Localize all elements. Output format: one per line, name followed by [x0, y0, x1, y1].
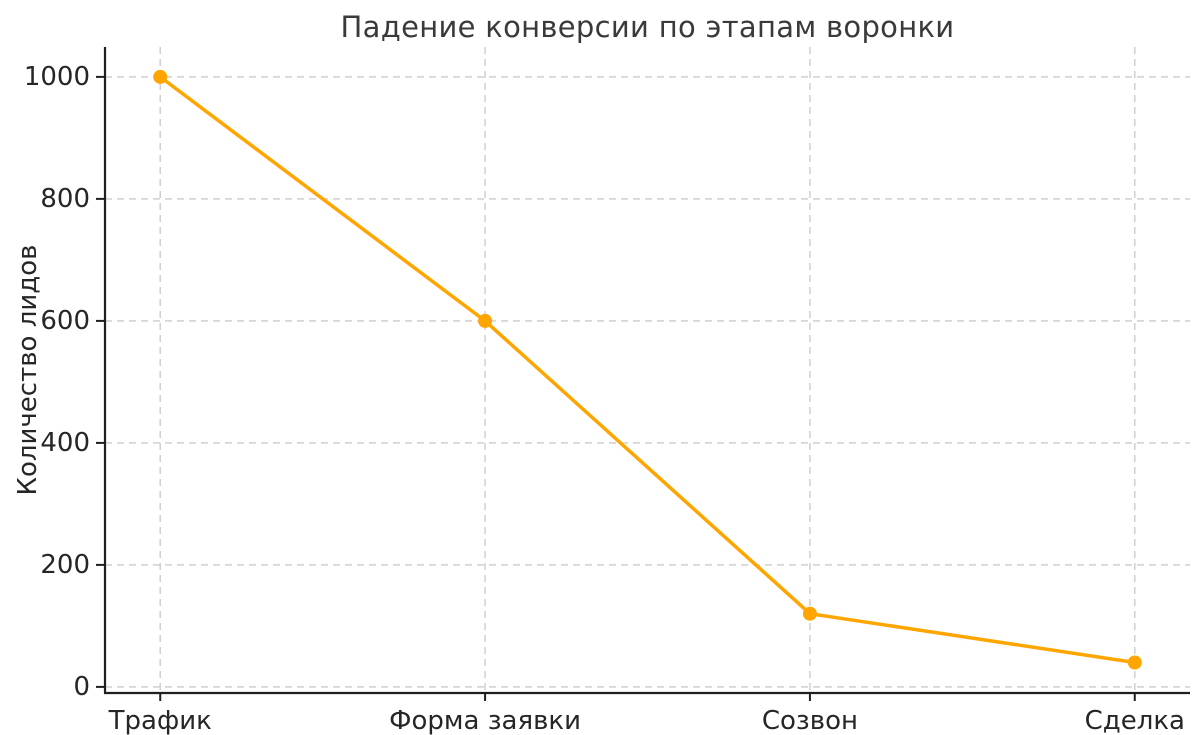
series-line — [158, 75, 1137, 665]
data-point-marker — [802, 606, 817, 621]
x-tick-label: Трафик — [108, 706, 212, 735]
y-tick-label: 800 — [40, 184, 90, 214]
y-tick-label: 400 — [40, 428, 90, 458]
y-tick-label: 0 — [73, 672, 90, 702]
y-tick-label: 200 — [40, 550, 90, 580]
y-tick-label: 1000 — [24, 62, 90, 92]
data-point-marker — [478, 313, 493, 328]
x-tick-label: Форма заявки — [389, 706, 581, 735]
x-tick-label: Сделка — [1085, 706, 1185, 735]
chart-title: Падение конверсии по этапам воронки — [340, 10, 955, 44]
data-point-marker — [1127, 655, 1142, 670]
data-point-marker — [153, 69, 168, 84]
x-tick-label: Созвон — [762, 706, 858, 735]
y-tick-label: 600 — [40, 306, 90, 336]
